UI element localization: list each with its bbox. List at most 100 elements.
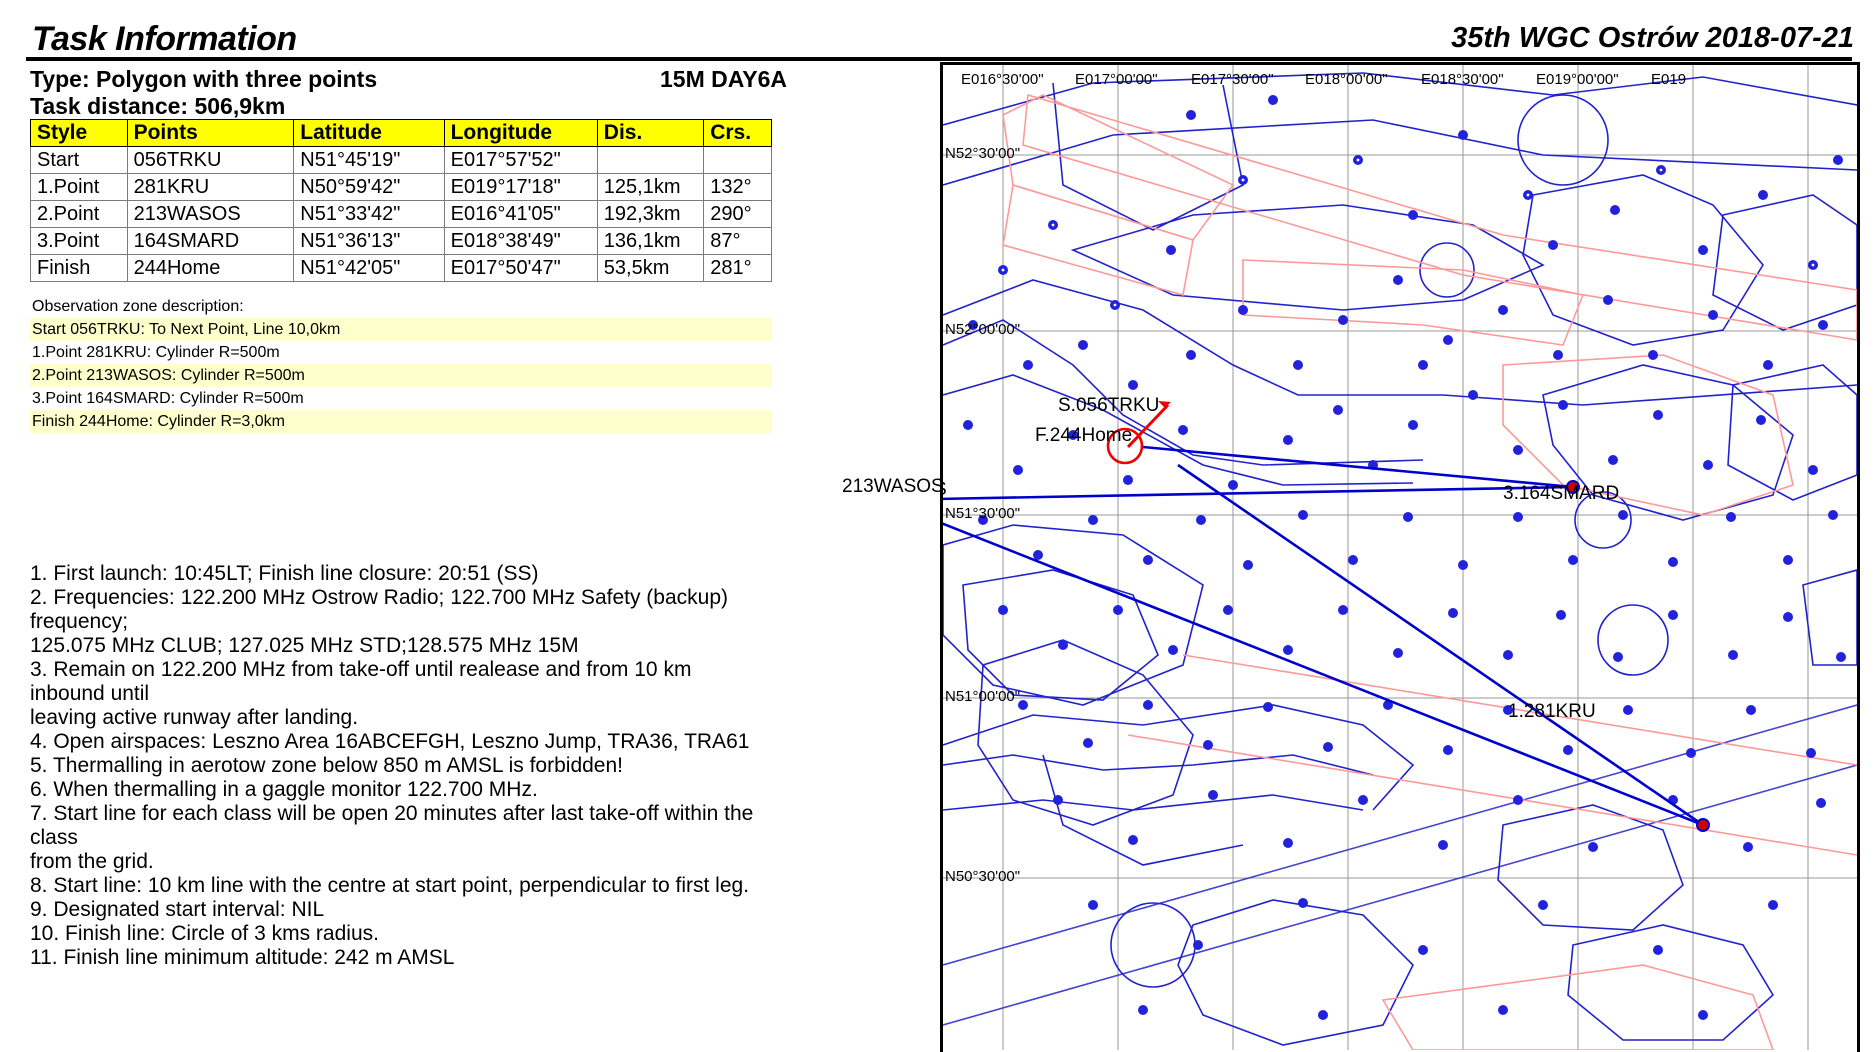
cell-latitude: N51°33'42" — [293, 200, 445, 228]
task-type-label: Type: Polygon with three points — [30, 66, 378, 92]
note-line: 4. Open airspaces: Leszno Area 16ABCEFGH… — [30, 730, 750, 753]
latitude-label: N52°00'00" — [945, 321, 1021, 338]
turnpoint-markers — [1566, 480, 1710, 832]
turnpoint-table: Style Points Latitude Longitude Dis. Crs… — [30, 119, 772, 282]
cell-distance: 192,3km — [596, 200, 705, 228]
task-class-badge: 15M DAY6A — [660, 66, 787, 92]
observation-zone-item: 2.Point 213WASOS: Cylinder R=500m — [30, 364, 772, 387]
table-row: Start 056TRKU N51°45'19" E017°57'52" — [30, 146, 772, 174]
longitude-label: E018°00'00" — [1305, 71, 1388, 88]
latitude-label: N51°00'00" — [945, 688, 1021, 705]
page-header: Task Information 35th WGC Ostrów 2018-07… — [0, 0, 1876, 62]
map-label-point-164smard: 3.164SMARD — [1503, 483, 1620, 504]
start-line-marker — [1126, 401, 1171, 449]
airspace-blue-polygons — [943, 72, 1857, 1046]
cell-course: 281° — [703, 254, 772, 282]
col-style: Style — [30, 119, 128, 147]
turnpoint-table-body: Start 056TRKU N51°45'19" E017°57'52" 1.P… — [30, 146, 772, 282]
cell-point: 164SMARD — [126, 227, 295, 255]
latitude-label: N51°30'00" — [945, 505, 1021, 522]
map-label-start-056trku: S.056TRKU — [1058, 395, 1160, 416]
observation-zone-item: Start 056TRKU: To Next Point, Line 10,0k… — [30, 318, 772, 341]
note-line: leaving active runway after landing. — [30, 706, 359, 729]
longitude-label: E016°30'00" — [961, 71, 1044, 88]
longitude-label: E017°30'00" — [1191, 71, 1274, 88]
table-row: 1.Point 281KRU N50°59'42" E019°17'18" 12… — [30, 173, 772, 201]
cell-style: 3.Point — [30, 227, 128, 255]
task-notes-list: 1. First launch: 10:45LT; Finish line cl… — [30, 562, 760, 970]
airspace-red-polygons — [1002, 93, 1857, 1050]
col-longitude: Longitude — [443, 119, 598, 147]
longitude-label: E017°00'00" — [1075, 71, 1158, 88]
cell-latitude: N51°42'05" — [293, 254, 445, 282]
task-route-legs — [943, 445, 1704, 827]
observation-zone-item: 3.Point 164SMARD: Cylinder R=500m — [32, 390, 304, 407]
map-graticule — [943, 65, 1857, 1050]
latitude-label: N52°30'00" — [945, 145, 1021, 162]
cell-course: 290° — [703, 200, 772, 228]
cell-latitude: N50°59'42" — [293, 173, 445, 201]
cell-longitude: E016°41'05" — [443, 200, 598, 228]
cell-longitude: E019°17'18" — [443, 173, 598, 201]
table-row: 3.Point 164SMARD N51°36'13" E018°38'49" … — [30, 227, 772, 255]
map-label-point-213wasos-outer: 213WASOS — [842, 476, 944, 497]
observation-zone-item: 1.Point 281KRU: Cylinder R=500m — [32, 344, 280, 361]
table-header-row: Style Points Latitude Longitude Dis. Crs… — [30, 119, 772, 147]
cell-point: 213WASOS — [126, 200, 295, 228]
latitude-label: N50°30'00" — [945, 868, 1021, 885]
waypoint-dots — [963, 95, 1846, 1020]
cell-course — [703, 146, 772, 174]
task-details-panel: Type: Polygon with three points 15M DAY6… — [0, 62, 960, 1052]
cell-longitude: E017°50'47" — [443, 254, 598, 282]
note-line: 125.075 MHz CLUB; 127.025 MHz STD;128.57… — [30, 634, 579, 657]
cell-latitude: N51°45'19" — [293, 146, 445, 174]
map-label-finish-244home: F.244Home — [1035, 425, 1133, 446]
event-title: 35th WGC Ostrów 2018-07-21 — [1451, 22, 1854, 54]
col-course: Crs. — [703, 119, 772, 147]
finish-circle-marker — [1106, 427, 1144, 465]
observation-zone-title: Observation zone description: — [32, 298, 244, 315]
note-line: 7. Start line for each class will be ope… — [30, 802, 754, 849]
col-latitude: Latitude — [293, 119, 445, 147]
note-line: 9. Designated start interval: NIL — [30, 898, 325, 921]
cell-course: 87° — [703, 227, 772, 255]
task-distance-label: Task distance: 506,9km — [30, 93, 286, 119]
cell-style: Start — [30, 146, 128, 174]
map-canvas — [943, 65, 1857, 1050]
col-distance: Dis. — [596, 119, 705, 147]
note-line: from the grid. — [30, 850, 154, 873]
observation-zone-item: Finish 244Home: Cylinder R=3,0km — [30, 410, 772, 433]
note-line: 5. Thermalling in aerotow zone below 850… — [30, 754, 623, 777]
cell-style: Finish — [30, 254, 128, 282]
cell-distance: 125,1km — [596, 173, 705, 201]
note-line: 2. Frequencies: 122.200 MHz Ostrow Radio… — [30, 586, 729, 633]
cell-point: 056TRKU — [126, 146, 295, 174]
observation-zone-section: Observation zone description: Start 056T… — [30, 295, 772, 433]
note-line: 8. Start line: 10 km line with the centr… — [30, 874, 750, 897]
cell-style: 1.Point — [30, 173, 128, 201]
cell-longitude: E017°57'52" — [443, 146, 598, 174]
map-label-point-213wasos: 213WASOS — [943, 479, 947, 501]
cell-longitude: E018°38'49" — [443, 227, 598, 255]
note-line: 1. First launch: 10:45LT; Finish line cl… — [30, 562, 539, 585]
note-line: 6. When thermalling in a gaggle monitor … — [30, 778, 538, 801]
cell-style: 2.Point — [30, 200, 128, 228]
cell-latitude: N51°36'13" — [293, 227, 445, 255]
map-label-point-281kru: 1.281KRU — [1508, 701, 1596, 722]
cell-distance: 136,1km — [596, 227, 705, 255]
cell-point: 244Home — [126, 254, 295, 282]
cell-point: 281KRU — [126, 173, 295, 201]
page-title: Task Information — [32, 20, 297, 58]
table-row: 2.Point 213WASOS N51°33'42" E016°41'05" … — [30, 200, 772, 228]
note-line: 10. Finish line: Circle of 3 kms radius. — [30, 922, 379, 945]
note-line: 3. Remain on 122.200 MHz from take-off u… — [30, 658, 692, 705]
longitude-label: E019°00'00" — [1536, 71, 1619, 88]
cell-distance: 53,5km — [596, 254, 705, 282]
cell-distance — [596, 146, 705, 174]
table-row: Finish 244Home N51°42'05" E017°50'47" 53… — [30, 254, 772, 282]
task-map[interactable]: E016°30'00" E017°00'00" E017°30'00" E018… — [940, 62, 1860, 1052]
cell-course: 132° — [703, 173, 772, 201]
col-points: Points — [126, 119, 295, 147]
note-line: 11. Finish line minimum altitude: 242 m … — [30, 946, 455, 969]
